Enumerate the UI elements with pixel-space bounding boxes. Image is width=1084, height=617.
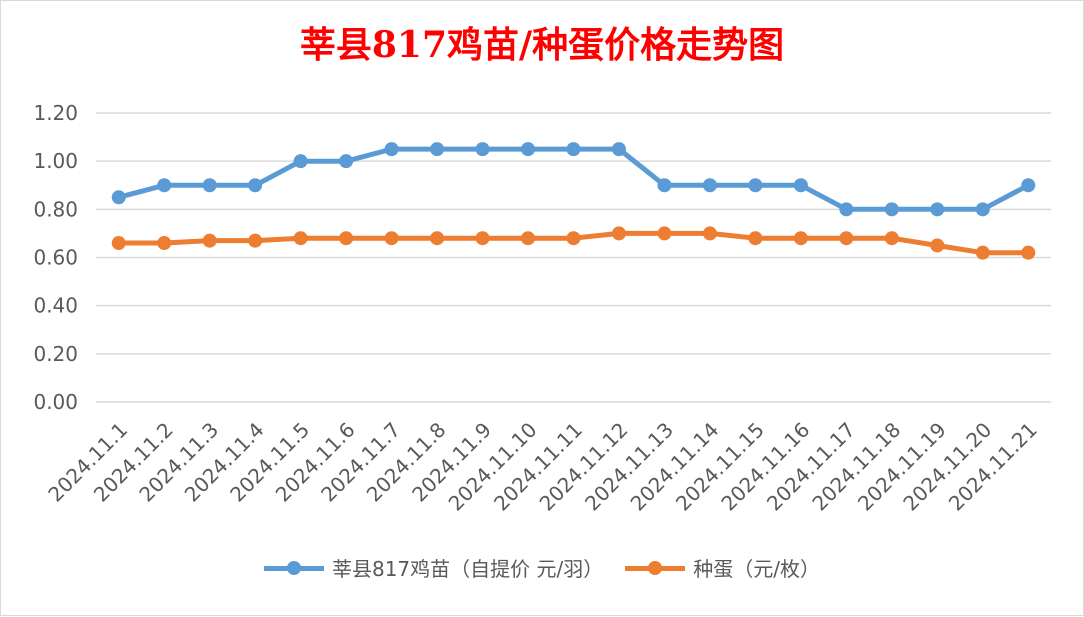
legend-swatch-chick: [263, 560, 324, 575]
legend: 莘县817鸡苗（自提价 元/羽） 种蛋（元/枚）: [1, 553, 1083, 582]
legend-swatch-egg: [625, 560, 686, 575]
data-point: [384, 142, 399, 157]
data-point: [111, 190, 126, 205]
y-tick-label: 0.40: [33, 294, 78, 318]
data-point: [157, 236, 172, 251]
data-point: [202, 233, 217, 248]
series-1: [111, 226, 1036, 260]
data-point: [748, 178, 763, 193]
data-point: [1021, 245, 1036, 260]
gridlines: [96, 112, 1051, 403]
data-point: [475, 142, 490, 157]
data-point: [839, 231, 854, 246]
data-point: [248, 178, 263, 193]
data-point: [793, 231, 808, 246]
data-point: [248, 233, 263, 248]
x-axis-ticks: 2024.11.12024.11.22024.11.32024.11.42024…: [43, 418, 1041, 516]
data-point: [884, 231, 899, 246]
data-point: [521, 142, 536, 157]
data-point: [975, 202, 990, 217]
data-point: [566, 231, 581, 246]
data-point: [930, 202, 945, 217]
data-point: [111, 236, 126, 251]
chart-title: 莘县817鸡苗/种蛋价格走势图: [299, 24, 785, 66]
data-point: [521, 231, 536, 246]
y-axis-ticks: 0.00 0.20 0.40 0.60 0.80 1.00 1.20: [33, 101, 78, 414]
data-point: [839, 202, 854, 217]
data-point: [702, 226, 717, 241]
data-point: [339, 231, 354, 246]
legend-item-chick: 莘县817鸡苗（自提价 元/羽）: [263, 553, 604, 582]
series-0: [111, 142, 1036, 217]
series: [111, 142, 1036, 260]
data-point: [884, 202, 899, 217]
data-point: [1021, 178, 1036, 193]
data-point: [748, 231, 763, 246]
y-tick-label: 0.00: [33, 390, 78, 414]
data-point: [930, 238, 945, 253]
legend-label-egg: 种蛋（元/枚）: [693, 557, 821, 581]
legend-item-egg: 种蛋（元/枚）: [625, 553, 820, 582]
y-tick-label: 0.60: [33, 246, 78, 270]
data-point: [611, 226, 626, 241]
y-tick-label: 0.20: [33, 342, 78, 366]
y-tick-label: 1.00: [33, 149, 78, 173]
data-point: [611, 142, 626, 157]
data-point: [293, 231, 308, 246]
data-point: [157, 178, 172, 193]
data-point: [430, 142, 445, 157]
data-point: [202, 178, 217, 193]
data-point: [657, 178, 672, 193]
data-point: [475, 231, 490, 246]
data-point: [384, 231, 399, 246]
data-point: [793, 178, 808, 193]
data-point: [293, 154, 308, 169]
y-tick-label: 0.80: [33, 197, 78, 221]
data-point: [702, 178, 717, 193]
data-point: [430, 231, 445, 246]
data-point: [566, 142, 581, 157]
legend-label-chick: 莘县817鸡苗（自提价 元/羽）: [331, 557, 604, 581]
data-point: [975, 245, 990, 260]
data-point: [657, 226, 672, 241]
y-tick-label: 1.20: [33, 101, 78, 125]
data-point: [339, 154, 354, 169]
